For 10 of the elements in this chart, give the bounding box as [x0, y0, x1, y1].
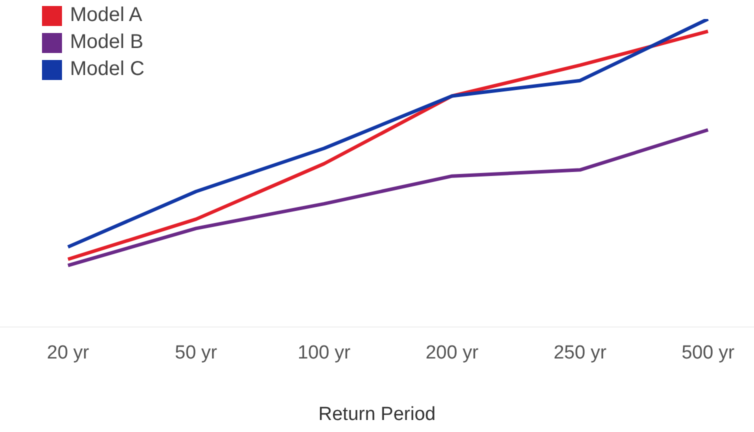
x-tick-label: 250 yr [554, 342, 608, 364]
x-tick-label: 500 yr [682, 342, 736, 364]
x-tick-label: 200 yr [426, 342, 480, 364]
x-tick-label: 50 yr [174, 342, 218, 364]
legend-label: Model A [70, 3, 142, 28]
legend-label: Model C [70, 57, 144, 82]
x-tick-label: 100 yr [298, 342, 352, 364]
x-axis-title: Return Period [318, 404, 436, 425]
x-tick-label: 20 yr [46, 342, 90, 364]
legend-label: Model B [70, 30, 144, 55]
